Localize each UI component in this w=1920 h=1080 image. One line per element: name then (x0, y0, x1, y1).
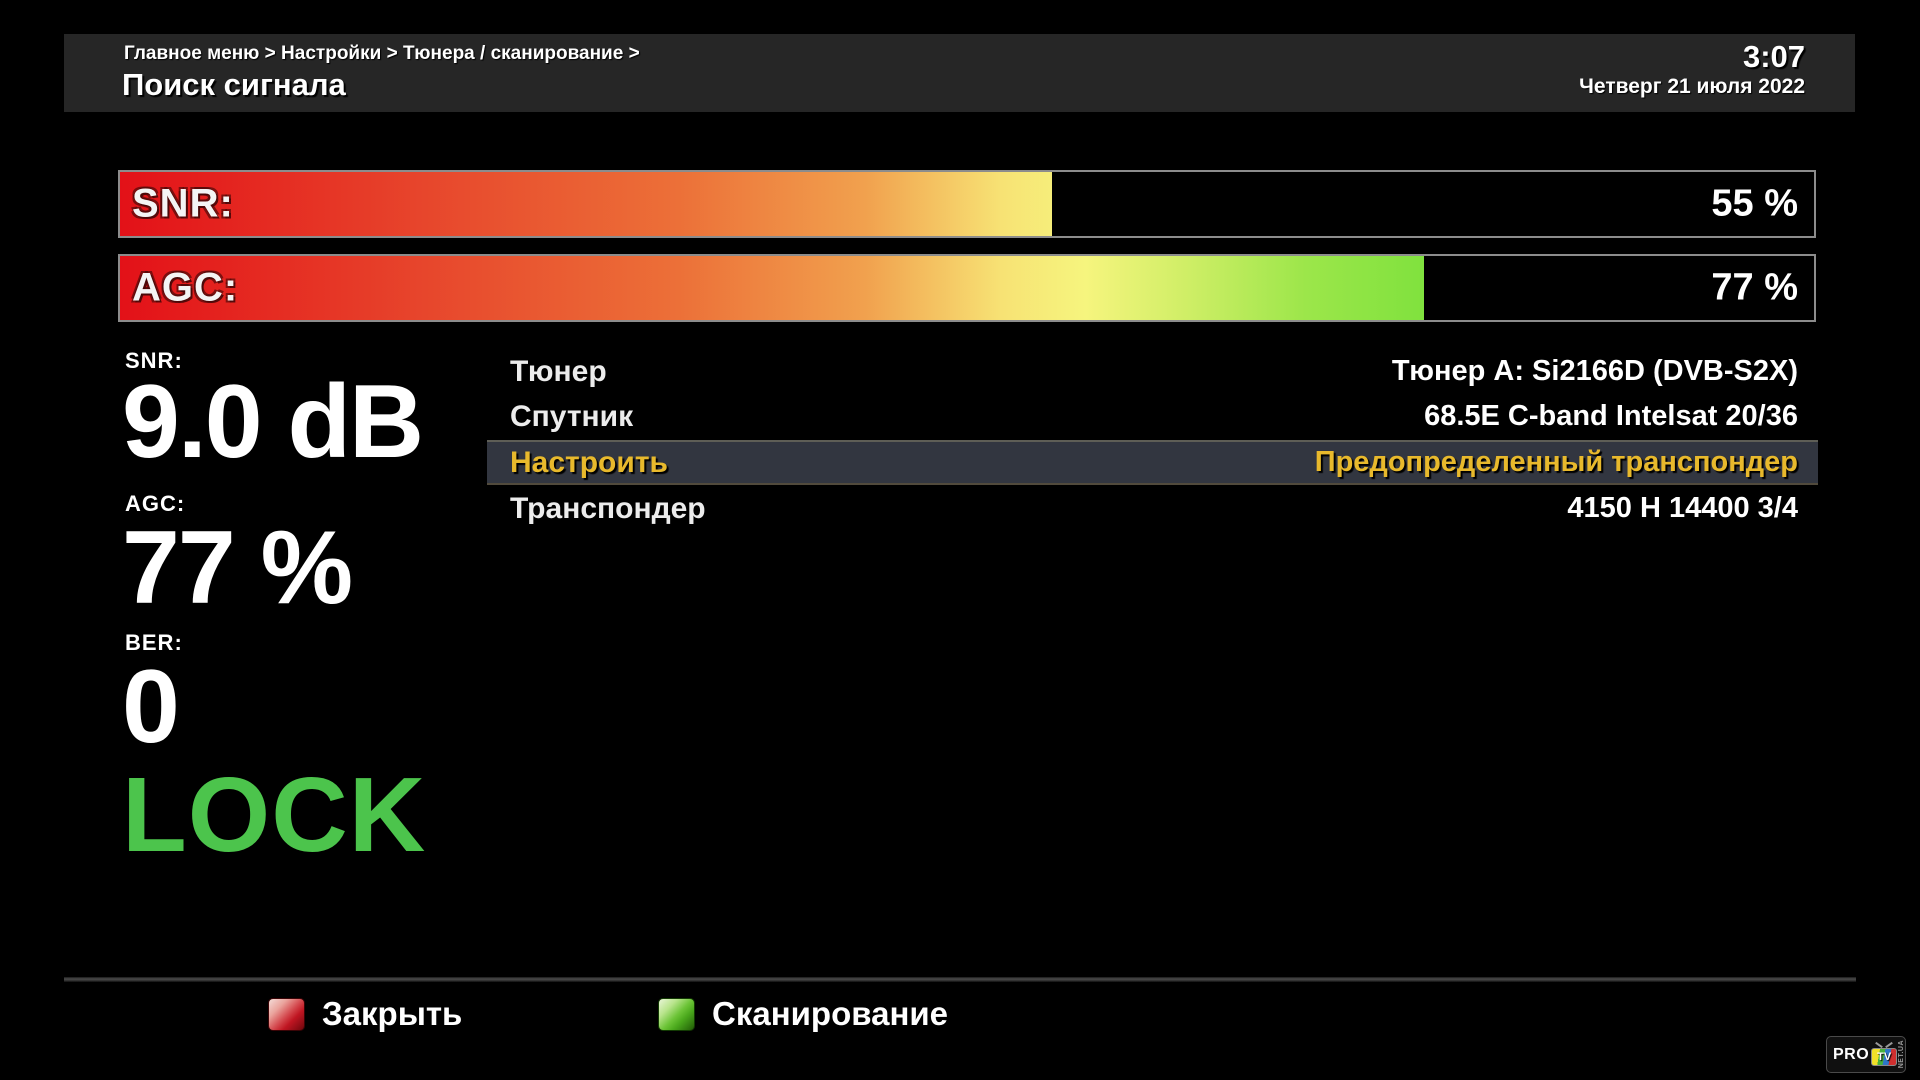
clock-block: 3:07 Четверг 21 июля 2022 (1579, 40, 1805, 99)
tv-antenna-icon (1885, 1041, 1894, 1048)
breadcrumb: Главное меню > Настройки > Тюнера / скан… (124, 43, 640, 64)
logo-netua-text: NET.UA (1898, 1040, 1906, 1069)
ber-stat-value: 0 (122, 649, 180, 765)
snr-bar-empty-mask (1051, 172, 1814, 236)
menu-row-value: Предопределенный транспондер (1314, 446, 1798, 478)
ber-stat-label: BER: (125, 630, 183, 655)
menu-row-label: Транспондер (510, 492, 706, 525)
green-key-icon (658, 997, 695, 1031)
lock-status-indicator: LOCK (122, 756, 427, 874)
tv-icon: TV (1871, 1041, 1898, 1066)
agc-bar-percent: 77 % (1711, 266, 1798, 309)
tv-antenna-icon (1875, 1041, 1884, 1048)
menu-row-label: Спутник (510, 400, 634, 433)
footer-separator-line (64, 977, 1856, 982)
header-bar: Главное меню > Настройки > Тюнера / скан… (64, 34, 1855, 112)
menu-row-satellite[interactable]: Спутник 68.5E C-band Intelsat 20/36 (487, 394, 1818, 439)
menu-row-tuner[interactable]: Тюнер Тюнер A: Si2166D (DVB-S2X) (487, 349, 1818, 394)
snr-stat-label: SNR: (125, 348, 183, 373)
page-title: Поиск сигнала (122, 67, 346, 102)
clock-date: Четверг 21 июля 2022 (1579, 75, 1805, 98)
scan-button[interactable]: Сканирование (658, 995, 949, 1032)
menu-row-value: Тюнер A: Si2166D (DVB-S2X) (1391, 355, 1798, 387)
menu-row-label: Тюнер (510, 355, 607, 388)
protv-logo: PRO TV NET.UA (1826, 1036, 1906, 1073)
menu-row-transponder[interactable]: Транспондер 4150 H 14400 3/4 (487, 486, 1818, 531)
red-key-icon (268, 997, 305, 1031)
snr-signal-bar: SNR: 55 % (118, 170, 1816, 238)
logo-pro-text: PRO (1833, 1045, 1870, 1063)
close-button[interactable]: Закрыть (268, 995, 463, 1032)
agc-stat-value: 77 % (122, 510, 353, 626)
scan-button-label: Сканирование (712, 995, 949, 1032)
menu-row-value: 4150 H 14400 3/4 (1567, 492, 1798, 524)
menu-row-label: Настроить (510, 446, 668, 479)
agc-signal-bar: AGC: 77 % (118, 254, 1816, 322)
menu-row-value: 68.5E C-band Intelsat 20/36 (1424, 400, 1798, 432)
menu-row-tune[interactable]: Настроить Предопределенный транспондер (487, 440, 1818, 485)
snr-stat-value: 9.0 dB (122, 364, 424, 480)
clock-time: 3:07 (1742, 39, 1805, 74)
agc-stat-label: AGC: (125, 491, 186, 516)
agc-bar-empty-mask (1424, 256, 1814, 320)
snr-bar-percent: 55 % (1711, 182, 1798, 225)
tv-screen-icon: TV (1871, 1047, 1898, 1066)
close-button-label: Закрыть (322, 995, 463, 1032)
agc-bar-label: AGC: (132, 265, 239, 310)
snr-bar-label: SNR: (132, 181, 234, 226)
